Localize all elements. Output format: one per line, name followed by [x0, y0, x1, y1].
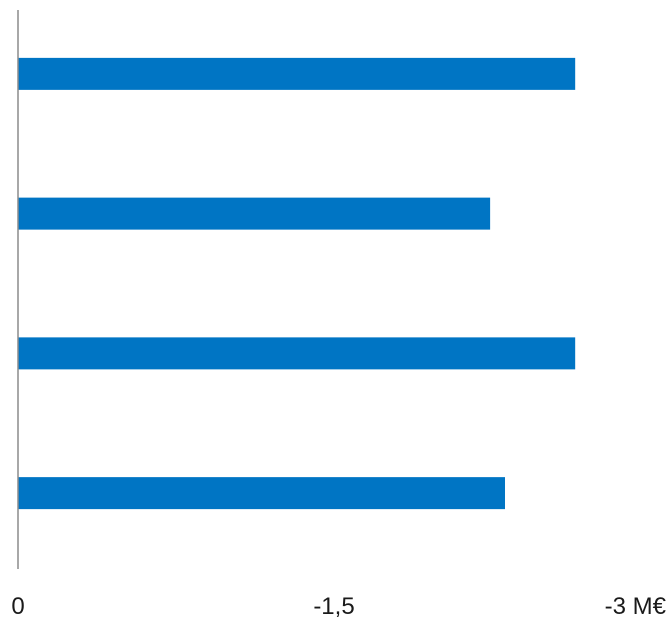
bar-1 [18, 198, 490, 230]
bars-group [18, 58, 575, 509]
x-tick-label-1: -1,5 [313, 593, 354, 619]
x-tick-label-0: 0 [11, 593, 24, 619]
bar-3 [18, 477, 505, 509]
x-axis-ticks: 0 -1,5 -3 M€ [11, 593, 666, 619]
bar-0 [18, 58, 575, 90]
x-tick-label-2: -3 M€ [605, 593, 667, 619]
bar-2 [18, 337, 575, 369]
